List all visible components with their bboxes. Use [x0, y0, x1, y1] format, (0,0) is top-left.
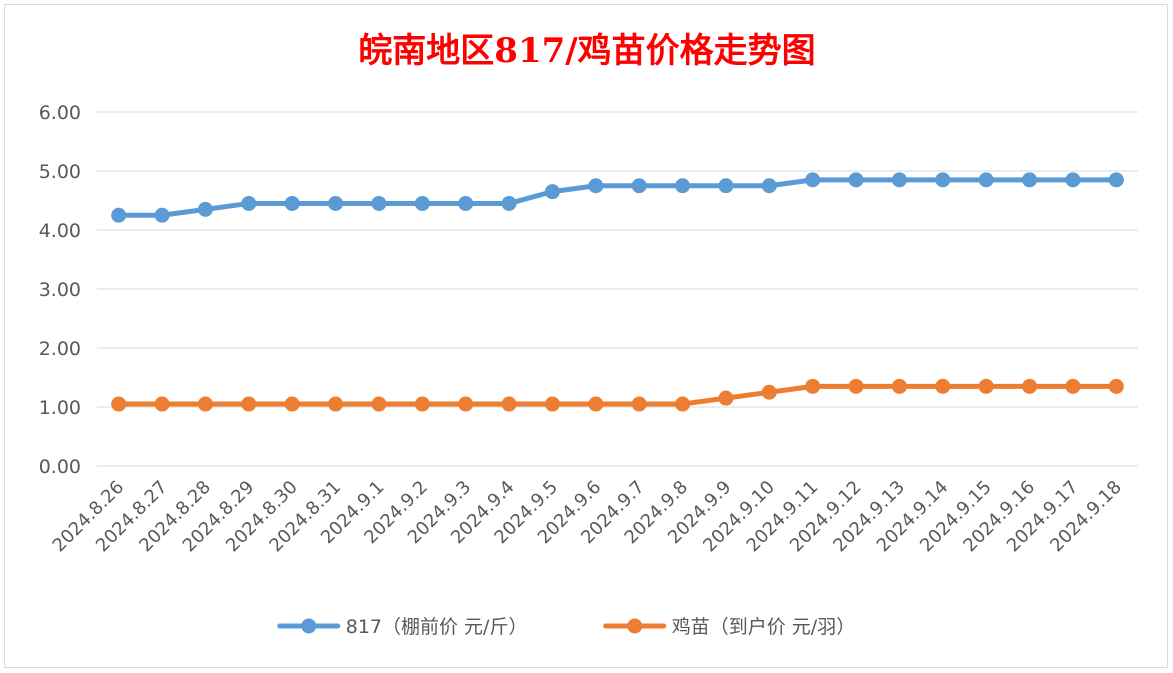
- data-point[interactable]: [197, 396, 213, 412]
- data-point[interactable]: [1065, 172, 1081, 188]
- data-point[interactable]: [1022, 378, 1038, 394]
- series-layer: [111, 172, 1124, 412]
- data-point[interactable]: [544, 184, 560, 200]
- chart-frame: 皖南地区817/鸡苗价格走势图 0.00 1.00 2.00 3.00 4.00 5.00…: [4, 4, 1168, 668]
- data-point[interactable]: [631, 396, 647, 412]
- series-chick: [111, 378, 1124, 412]
- data-point[interactable]: [675, 396, 691, 412]
- data-point[interactable]: [588, 178, 604, 194]
- data-point[interactable]: [111, 396, 127, 412]
- y-tick-label: 3.00: [39, 279, 81, 301]
- data-point[interactable]: [197, 201, 213, 217]
- data-point[interactable]: [371, 195, 387, 211]
- legend-swatch-marker: [301, 618, 317, 634]
- y-axis-ticks: 0.00 1.00 2.00 3.00 4.00 5.00 6.00: [39, 102, 81, 478]
- legend-swatch-marker: [627, 618, 643, 634]
- data-point[interactable]: [241, 195, 257, 211]
- data-point[interactable]: [284, 396, 300, 412]
- data-point[interactable]: [284, 195, 300, 211]
- series-817: [111, 172, 1124, 223]
- data-point[interactable]: [154, 207, 170, 223]
- series-line: [116, 383, 1119, 407]
- y-tick-label: 1.00: [39, 397, 81, 419]
- y-tick-label: 5.00: [39, 161, 81, 183]
- data-point[interactable]: [1108, 172, 1124, 188]
- legend-item-chick[interactable]: 鸡苗（到户价 元/羽）: [603, 616, 855, 638]
- chart-title: 皖南地区817/鸡苗价格走势图: [358, 31, 815, 71]
- legend: 817（棚前价 元/斤） 鸡苗（到户价 元/羽）: [277, 616, 855, 638]
- data-point[interactable]: [675, 178, 691, 194]
- x-axis-ticks: 2024.8.262024.8.272024.8.282024.8.292024…: [49, 477, 1126, 557]
- data-point[interactable]: [978, 378, 994, 394]
- data-point[interactable]: [935, 378, 951, 394]
- y-tick-label: 6.00: [39, 102, 81, 124]
- data-point[interactable]: [631, 178, 647, 194]
- data-point[interactable]: [761, 178, 777, 194]
- data-point[interactable]: [848, 172, 864, 188]
- y-tick-label: 2.00: [39, 338, 81, 360]
- legend-label: 817（棚前价 元/斤）: [346, 616, 528, 638]
- data-point[interactable]: [501, 195, 517, 211]
- data-point[interactable]: [805, 172, 821, 188]
- y-tick-label: 0.00: [39, 456, 81, 478]
- data-point[interactable]: [891, 172, 907, 188]
- data-point[interactable]: [1022, 172, 1038, 188]
- data-point[interactable]: [718, 178, 734, 194]
- data-point[interactable]: [935, 172, 951, 188]
- legend-label: 鸡苗（到户价 元/羽）: [672, 616, 855, 638]
- data-point[interactable]: [371, 396, 387, 412]
- grid-layer: [97, 111, 1138, 467]
- data-point[interactable]: [1108, 378, 1124, 394]
- data-point[interactable]: [978, 172, 994, 188]
- data-point[interactable]: [154, 396, 170, 412]
- data-point[interactable]: [891, 378, 907, 394]
- data-point[interactable]: [241, 396, 257, 412]
- data-point[interactable]: [544, 396, 560, 412]
- data-point[interactable]: [501, 396, 517, 412]
- data-point[interactable]: [414, 195, 430, 211]
- y-tick-label: 4.00: [39, 220, 81, 242]
- legend-item-817[interactable]: 817（棚前价 元/斤）: [277, 616, 528, 638]
- line-chart: 皖南地区817/鸡苗价格走势图 0.00 1.00 2.00 3.00 4.00 5.00…: [39, 31, 1138, 638]
- data-point[interactable]: [414, 396, 430, 412]
- series-line: [116, 177, 1119, 218]
- data-point[interactable]: [1065, 378, 1081, 394]
- data-point[interactable]: [848, 378, 864, 394]
- data-point[interactable]: [328, 396, 344, 412]
- data-point[interactable]: [588, 396, 604, 412]
- data-point[interactable]: [761, 384, 777, 400]
- data-point[interactable]: [718, 390, 734, 406]
- data-point[interactable]: [111, 207, 127, 223]
- data-point[interactable]: [328, 195, 344, 211]
- data-point[interactable]: [458, 195, 474, 211]
- data-point[interactable]: [805, 378, 821, 394]
- data-point[interactable]: [458, 396, 474, 412]
